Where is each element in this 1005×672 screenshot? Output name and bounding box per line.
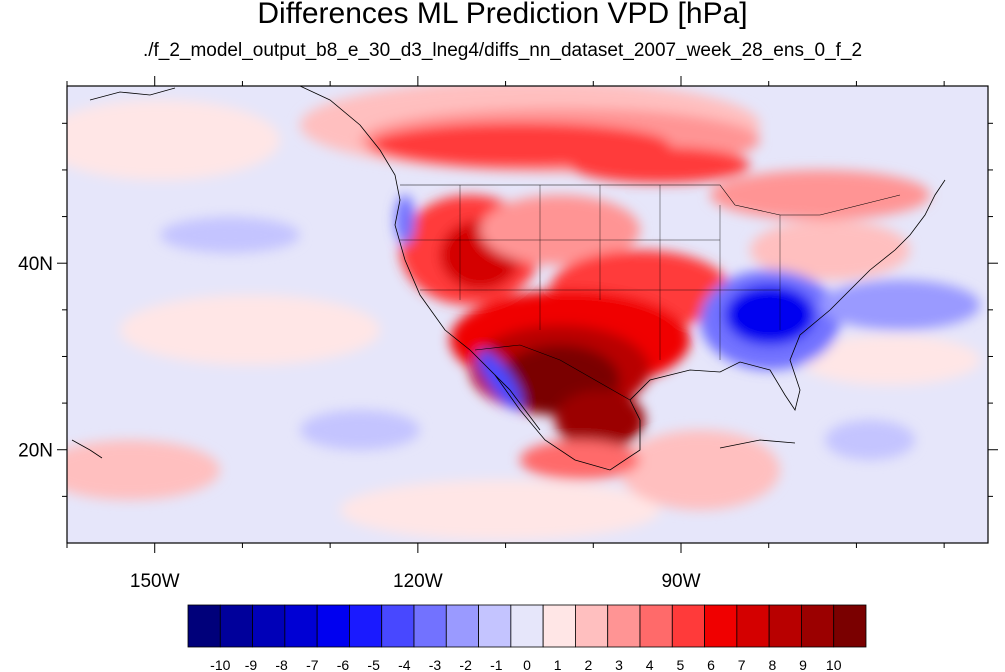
colorbar-swatch (381, 604, 415, 648)
colorbar-label: 1 (554, 657, 562, 672)
colorbar-label: 0 (523, 657, 531, 672)
colorbar-label: -4 (398, 657, 411, 672)
coastline-alaska (89, 87, 176, 101)
colorbar: -10 -9 -8 -7 -6 -5 -4 -3 -2 -1 0 1 2 3 4 5 6 7 8 9 10 (187, 604, 867, 672)
axes: 150W 120W 90W 20N 40N (18, 76, 998, 592)
x-tick-label: 150W (130, 571, 180, 592)
colorbar-label: 3 (615, 657, 623, 672)
map-field (67, 86, 988, 543)
coastline-cuba (719, 439, 796, 449)
patch-mexico-core (555, 390, 645, 450)
colorbar-swatch (801, 604, 835, 648)
chart-subtitle: ./f_2_model_output_b8_e_30_d3_lneg4/diff… (142, 40, 863, 61)
colorbar-label: -5 (367, 657, 380, 672)
colorbar-swatch (575, 604, 609, 648)
colorbar-label: -6 (337, 657, 350, 672)
colorbar-swatch (671, 604, 705, 648)
borders (400, 184, 901, 401)
patch-caribbean-pos (620, 430, 780, 510)
colorbar-swatch (252, 604, 286, 648)
colorbar-label: 5 (676, 657, 684, 672)
colorbar-swatch (219, 604, 253, 648)
patch-atl-neg (825, 420, 915, 460)
hawaii-islands (71, 439, 103, 459)
colorbar-label: 8 (768, 657, 776, 672)
patch-mexico-south (520, 440, 640, 480)
colorbar-label: -3 (429, 657, 442, 672)
border-us-mexico (474, 344, 631, 401)
patch-pac-pos (120, 295, 380, 365)
patch-ontario (570, 147, 750, 183)
patch-southeast-core (725, 285, 815, 345)
colorbar-swatch (768, 604, 802, 648)
plot-frame (66, 85, 989, 544)
colorbar-swatch (510, 604, 544, 648)
colorbar-swatch (639, 604, 673, 648)
colorbar-swatch (542, 604, 576, 648)
patch-pac-neg1 (160, 217, 300, 253)
colorbar-swatch (187, 604, 221, 648)
colorbar-label: -9 (245, 657, 258, 672)
colorbar-swatch (478, 604, 512, 648)
x-tick-label: 90W (661, 571, 700, 592)
colorbar-swatch (704, 604, 738, 648)
colorbar-label: 6 (707, 657, 715, 672)
chart-title: Differences ML Prediction VPD [hPa] (257, 0, 748, 30)
y-tick-label: 40N (18, 254, 53, 275)
colorbar-label: 10 (826, 657, 842, 672)
patch-northeast (750, 220, 910, 280)
colorbar-swatch (607, 604, 641, 648)
patch-epac-pos (340, 480, 660, 540)
colorbar-label: -8 (275, 657, 288, 672)
colorbar-label: 4 (646, 657, 654, 672)
patch-pac-neg2 (300, 410, 420, 450)
colorbar-swatch (316, 604, 350, 648)
colorbar-label: -7 (306, 657, 319, 672)
coastline-baja (494, 374, 541, 431)
colorbar-swatch (349, 604, 383, 648)
colorbar-label: 9 (799, 657, 807, 672)
x-tick-label: 120W (393, 571, 443, 592)
colorbar-label: -10 (210, 657, 230, 672)
colorbar-swatch (833, 604, 867, 648)
patch-pnw-coast (395, 195, 415, 245)
patch-npac-pos (67, 100, 280, 180)
y-tick-label: 20N (18, 441, 53, 462)
colorbar-label: -2 (459, 657, 472, 672)
colorbar-label: 2 (584, 657, 592, 672)
colorbar-swatch (445, 604, 479, 648)
patch-quebec (710, 170, 930, 220)
colorbar-swatch (736, 604, 770, 648)
patch-atl-band (820, 280, 980, 330)
colorbar-swatch (413, 604, 447, 648)
patch-atl-pos (800, 335, 980, 385)
patch-pac-south (67, 440, 220, 500)
colorbar-swatch (284, 604, 318, 648)
state-lines (400, 185, 781, 360)
colorbar-label: 7 (738, 657, 746, 672)
colorbar-label: -1 (490, 657, 503, 672)
